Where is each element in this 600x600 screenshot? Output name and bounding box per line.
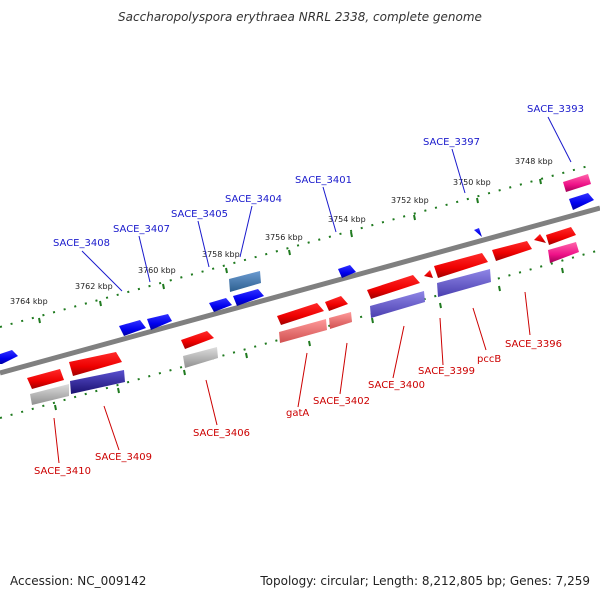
map-title: Saccharopolyspora erythraea NRRL 2338, c…	[118, 10, 482, 24]
gene-label: SACE_3410	[34, 466, 91, 477]
gene-label: SACE_3405	[171, 209, 228, 220]
gene-arrow	[437, 269, 491, 297]
tick-label: 3764 kbp	[10, 297, 48, 306]
tick-label: 3758 kbp	[202, 250, 240, 259]
minus-leader-lines	[53, 291, 531, 464]
minus-gene-labels: SACE_3396 pccB SACE_3399 SACE_3400 SACE_…	[34, 339, 562, 477]
gene-arrow	[492, 241, 532, 261]
gene-arrow	[563, 174, 591, 192]
gene-label: SACE_3397	[423, 137, 480, 148]
gene-arrow	[569, 193, 594, 210]
gene-arrow	[534, 234, 546, 243]
kbp-tick-labels: 3748 kbp 3750 kbp 3752 kbp 3754 kbp 3756…	[10, 157, 553, 306]
gene-arrow	[147, 314, 172, 330]
gene-arrow	[424, 270, 433, 278]
gene-arrow	[119, 320, 146, 336]
gene-arrow	[27, 369, 64, 389]
tick-label: 3748 kbp	[515, 157, 553, 166]
gene-arrow	[233, 289, 264, 306]
plus-leader-lines	[81, 116, 572, 292]
gene-arrow	[329, 312, 352, 329]
gene-arrow	[0, 350, 18, 364]
gene-arrow	[69, 352, 122, 376]
gene-arrow	[183, 347, 218, 368]
gene-arrow	[325, 296, 348, 311]
gene-arrow	[548, 242, 579, 263]
gene-label: SACE_3408	[53, 238, 110, 249]
gene-arrow	[367, 275, 420, 299]
gene-label: SACE_3400	[368, 380, 425, 391]
gene-label: gatA	[286, 408, 309, 419]
gene-arrow	[209, 298, 232, 312]
tick-label: 3754 kbp	[328, 215, 366, 224]
topology-label: Topology: circular; Length: 8,212,805 bp…	[260, 574, 590, 588]
gene-arrow	[279, 319, 327, 343]
gene-label: SACE_3402	[313, 396, 370, 407]
minus-strand-genes	[27, 227, 579, 405]
gene-label: SACE_3396	[505, 339, 562, 350]
gene-label: SACE_3407	[113, 224, 170, 235]
gene-arrow	[474, 228, 482, 237]
gene-arrow	[338, 265, 356, 278]
gene-arrow	[434, 253, 488, 278]
gene-label: SACE_3406	[193, 428, 250, 439]
gene-label: SACE_3401	[295, 175, 352, 186]
tick-label: 3752 kbp	[391, 196, 429, 205]
gene-label: SACE_3404	[225, 194, 282, 205]
tick-label: 3760 kbp	[138, 266, 176, 275]
gene-label: SACE_3399	[418, 366, 475, 377]
gene-label: SACE_3393	[527, 104, 584, 115]
tick-label: 3756 kbp	[265, 233, 303, 242]
gene-arrow	[277, 303, 324, 325]
gene-arrow	[370, 291, 425, 318]
gene-arrow	[70, 370, 125, 394]
tick-marks	[38, 178, 564, 411]
accession-label: Accession: NC_009142	[10, 574, 147, 588]
plus-strand-genes	[0, 174, 594, 364]
gene-arrow	[546, 227, 576, 245]
gene-label: pccB	[477, 354, 501, 365]
gene-arrow	[181, 331, 214, 349]
gene-label: SACE_3409	[95, 452, 152, 463]
plus-gene-labels: SACE_3393 SACE_3397 SACE_3401 SACE_3404 …	[53, 104, 584, 249]
tick-label: 3750 kbp	[453, 178, 491, 187]
genome-backbone	[0, 205, 600, 376]
gene-arrow	[229, 271, 261, 292]
gene-arrow	[30, 384, 69, 405]
tick-label: 3762 kbp	[75, 282, 113, 291]
